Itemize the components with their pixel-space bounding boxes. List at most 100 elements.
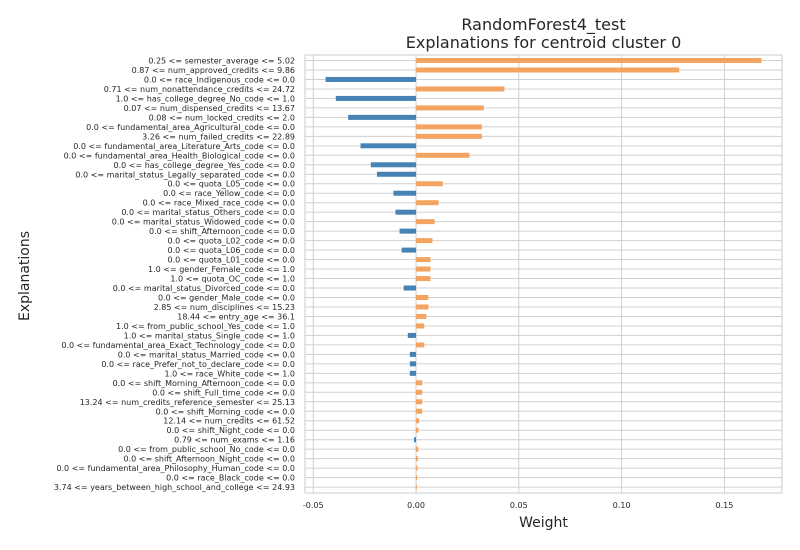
bar <box>416 86 505 92</box>
bar <box>416 389 423 395</box>
category-label: 0.0 <= race_Prefer_not_to_declare_code <… <box>101 360 295 369</box>
category-label: 0.0 <= shift_Morning_Afternoon_code <= 0… <box>113 379 295 388</box>
x-tick-label: 0.05 <box>510 501 528 510</box>
bar <box>416 181 443 187</box>
bar <box>370 162 417 168</box>
grid-layer <box>304 54 783 494</box>
bar <box>403 285 417 291</box>
category-label: 0.0 <= quota_L01_code <= 0.0 <box>168 256 295 265</box>
category-label: 0.0 <= marital_status_Widowed_code <= 0.… <box>112 218 295 227</box>
x-tick-label: 0.15 <box>716 501 734 510</box>
category-label: 0.0 <= fundamental_area_Health_Biologica… <box>64 151 295 160</box>
bar <box>416 276 431 282</box>
category-label: 0.0 <= has_college_degree_Yes_code <= 0.… <box>114 161 295 170</box>
bar <box>409 351 417 357</box>
bar <box>416 152 470 158</box>
bar <box>416 238 433 244</box>
bar <box>376 171 417 177</box>
category-label: 0.0 <= shift_Morning_code <= 0.0 <box>156 407 295 416</box>
category-label: 0.0 <= shift_Afternoon_Night_code <= 0.0 <box>124 455 296 464</box>
category-label: 0.0 <= fundamental_area_Exact_Technology… <box>61 341 295 350</box>
category-label: 0.0 <= from_public_school_No_code <= 0.0 <box>118 445 295 454</box>
bar <box>416 313 427 319</box>
y-axis-label: Explanations <box>17 230 33 322</box>
category-label: 0.0 <= shift_Full_time_code <= 0.0 <box>152 388 295 397</box>
bar <box>416 475 418 481</box>
category-label: 1.0 <= from_public_school_Yes_code <= 1.… <box>116 322 295 331</box>
category-label: 1.0 <= gender_Female_code <= 1.0 <box>148 265 295 274</box>
category-label: 0.0 <= quota_L02_code <= 0.0 <box>168 237 295 246</box>
bar <box>416 399 423 405</box>
bar <box>416 58 762 63</box>
bar <box>360 143 417 149</box>
category-label: 0.08 <= num_locked_credits <= 2.0 <box>149 113 295 122</box>
bar <box>407 332 417 338</box>
category-label: 0.71 <= num_nonattendance_credits <= 24.… <box>104 85 295 94</box>
category-label: 0.79 <= num_exams <= 1.16 <box>174 436 295 445</box>
category-label: 0.25 <= semester_average <= 5.02 <box>148 57 295 66</box>
bar <box>416 456 418 462</box>
bar <box>393 190 417 196</box>
bar <box>416 266 431 272</box>
x-tick-label: -0.05 <box>303 501 324 510</box>
bar <box>409 361 417 367</box>
category-label: 0.0 <= marital_status_Divorced_code <= 0… <box>113 284 295 293</box>
bar <box>416 257 431 263</box>
bar <box>416 295 429 300</box>
category-label: 1.0 <= race_White_code <= 1.0 <box>165 369 296 378</box>
category-label-layer: 0.25 <= semester_average <= 5.020.87 <= … <box>54 57 295 493</box>
bar-layer <box>325 58 762 490</box>
bar <box>416 304 429 310</box>
bar <box>416 133 482 139</box>
bar <box>416 446 419 452</box>
category-label: 0.0 <= marital_status_Legally_separated_… <box>75 170 295 179</box>
x-tick-label: 0.00 <box>407 501 425 510</box>
x-tick-label: 0.10 <box>613 501 631 510</box>
bar <box>401 247 417 253</box>
x-axis-label: Weight <box>519 515 568 531</box>
chart-title: RandomForest4_test <box>461 15 626 34</box>
category-label: 1.0 <= quota_OC_code <= 1.0 <box>170 275 295 284</box>
bar <box>416 427 419 433</box>
bar <box>416 105 484 111</box>
category-label: 0.0 <= fundamental_area_Philosophy_Human… <box>56 464 295 473</box>
category-label: 0.0 <= shift_Night_code <= 0.0 <box>167 426 296 435</box>
category-label: 13.24 <= num_credits_reference_semester … <box>80 398 295 407</box>
category-label: 3.26 <= num_failed_credits <= 22.89 <box>142 132 295 141</box>
bar <box>395 209 417 215</box>
bar <box>416 380 423 386</box>
x-tick-layer: -0.05 0.00 0.05 0.10 0.15 <box>303 501 733 510</box>
bar <box>416 323 425 329</box>
category-label: 0.0 <= race_Indigenous_code <= 0.0 <box>144 75 295 84</box>
bar <box>416 418 420 424</box>
category-label: 18.44 <= entry_age <= 36.1 <box>177 312 295 321</box>
bar <box>413 437 417 443</box>
category-label: 0.0 <= quota_L05_code <= 0.0 <box>168 180 295 189</box>
bar <box>416 124 482 130</box>
category-label: 0.0 <= race_Mixed_race_code <= 0.0 <box>143 199 295 208</box>
bar <box>325 76 417 82</box>
category-label: 0.0 <= marital_status_Others_code <= 0.0 <box>121 208 295 217</box>
bar <box>409 370 417 376</box>
category-label: 0.0 <= race_Black_code <= 0.0 <box>166 474 295 483</box>
bar <box>416 342 425 348</box>
bar <box>416 219 435 225</box>
bar <box>335 95 417 101</box>
bar <box>416 484 417 490</box>
axes-frame <box>304 54 783 494</box>
category-label: 3.74 <= years_between_high_school_and_co… <box>54 483 295 492</box>
category-label: 0.0 <= fundamental_area_Agricultural_cod… <box>86 123 295 132</box>
category-label: 0.0 <= gender_Male_code <= 0.0 <box>158 294 295 303</box>
category-label: 0.87 <= num_approved_credits <= 9.86 <box>132 66 295 75</box>
category-label: 1.0 <= has_college_degree_No_code <= 1.0 <box>116 94 295 103</box>
category-label: 0.07 <= num_dispensed_credits <= 13.67 <box>124 104 295 113</box>
bar <box>399 228 417 234</box>
bar <box>416 408 423 414</box>
bar <box>416 200 439 206</box>
chart-subtitle: Explanations for centroid cluster 0 <box>405 33 682 52</box>
category-label: 0.0 <= shift_Afternoon_code <= 0.0 <box>149 227 295 236</box>
bar <box>416 465 418 471</box>
bar <box>348 114 417 120</box>
